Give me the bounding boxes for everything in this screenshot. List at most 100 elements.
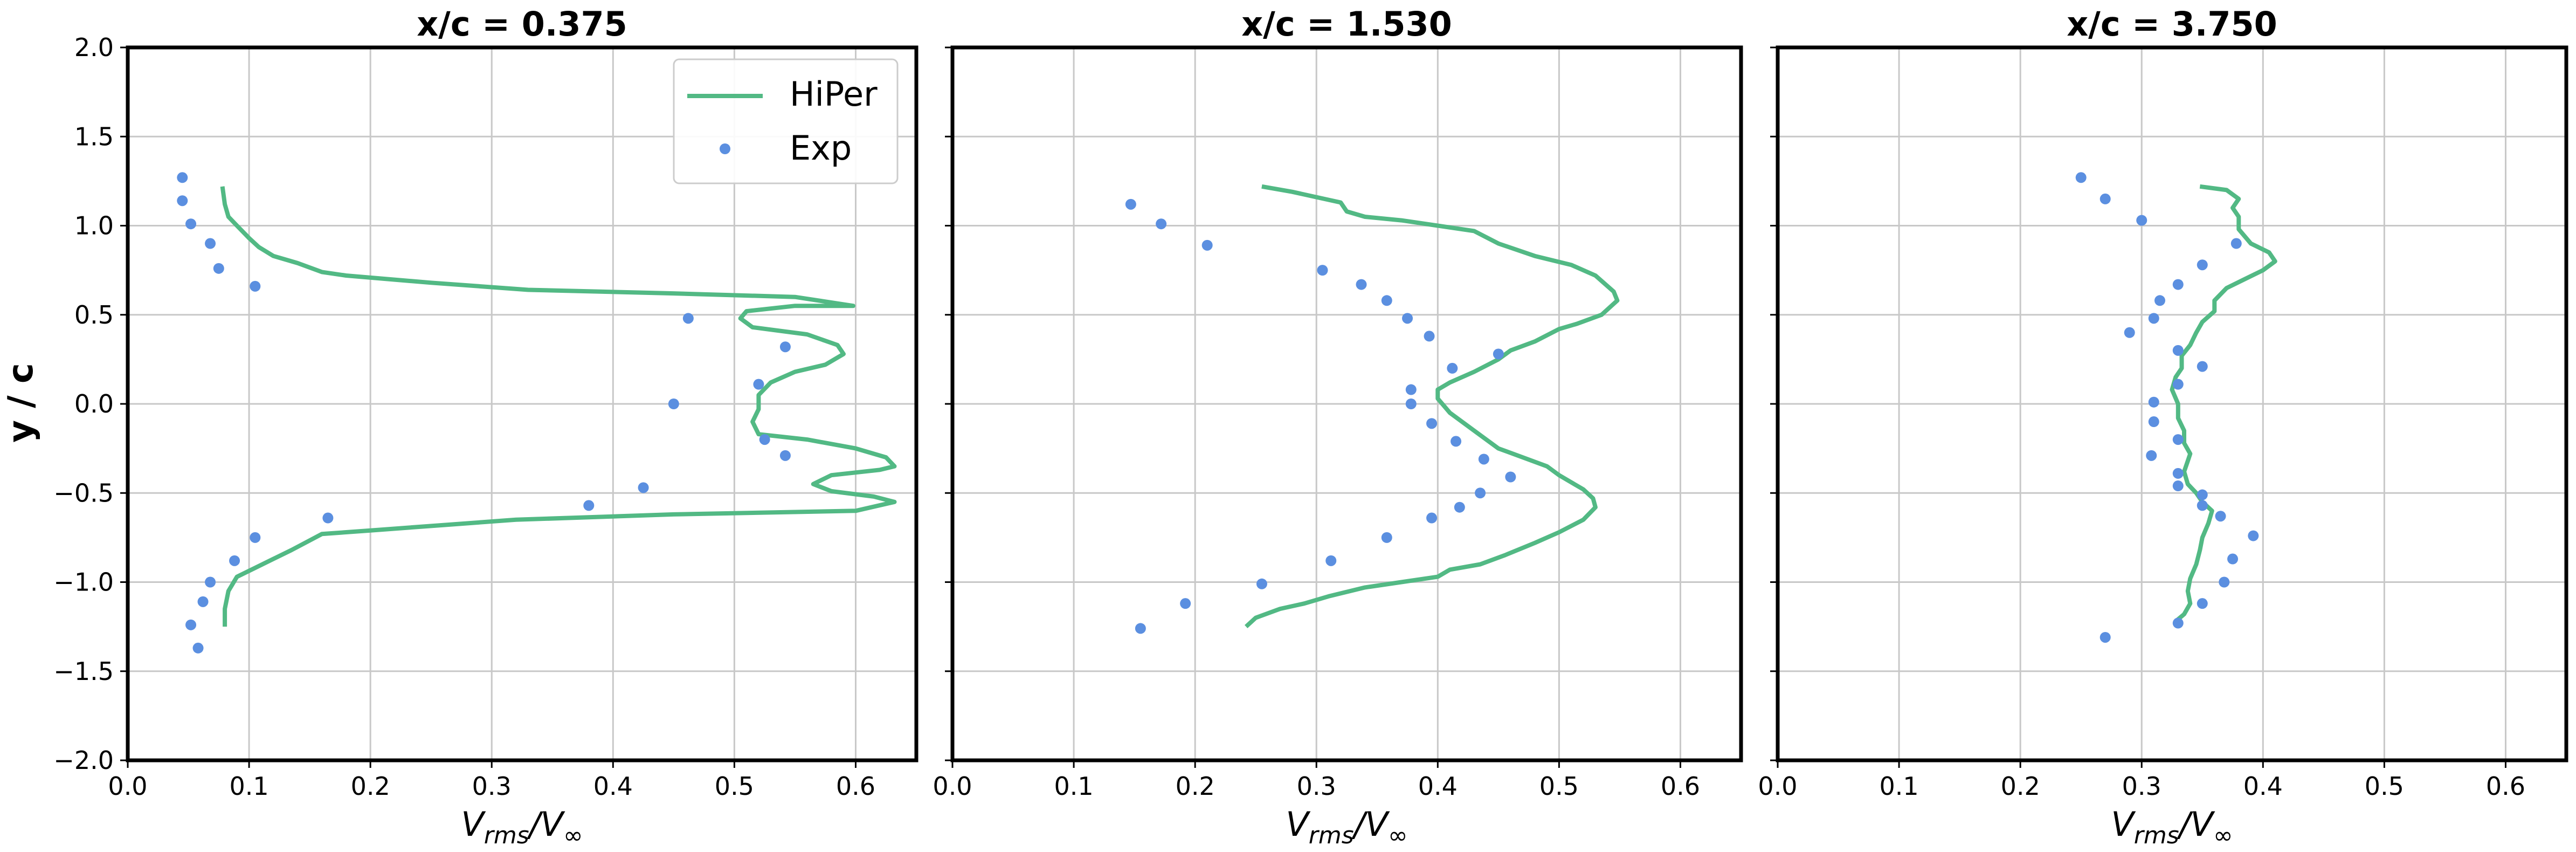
x-tick-label: 0.1 <box>229 772 268 801</box>
x-axis-label: Vrms/V∞ <box>1286 805 1407 849</box>
exp-point <box>2197 598 2208 609</box>
exp-point <box>2172 480 2184 492</box>
y-tick-label: 2.0 <box>74 33 114 62</box>
x-axis-label-part: ∞ <box>563 822 583 849</box>
x-axis-label-part: V <box>461 805 486 844</box>
exp-point <box>2227 553 2239 565</box>
hiper-line <box>1244 184 1620 629</box>
x-tick-label: 0.5 <box>1539 772 1579 801</box>
panel-title: x/c = 0.375 <box>417 4 627 44</box>
exp-point <box>1493 348 1504 360</box>
exp-point <box>1256 578 1267 589</box>
exp-point <box>177 195 188 207</box>
x-tick-label: 0.0 <box>1758 772 1797 801</box>
exp-point <box>2100 193 2111 204</box>
exp-point <box>638 482 649 493</box>
y-tick-label: 1.0 <box>74 211 114 241</box>
exp-point <box>229 555 240 566</box>
x-axis-label-part: rms <box>2134 822 2179 849</box>
exp-point <box>2136 215 2147 226</box>
exp-point <box>2124 327 2135 338</box>
y-tick-label: −2.0 <box>53 746 114 775</box>
hiper-line <box>220 186 897 627</box>
x-tick-label: 0.1 <box>1879 772 1918 801</box>
panel-title: x/c = 1.530 <box>1241 4 1452 44</box>
chart-panel-2: 0.0 0.1 0.2 0.3 0.4 0.5 0.6 x/c = 1.530 Vrms/V∞ <box>933 4 1743 849</box>
legend-box <box>673 58 899 184</box>
exp-point <box>2197 361 2208 372</box>
exp-point <box>2215 511 2226 522</box>
x-tick-label: 0.1 <box>1054 772 1093 801</box>
exp-point <box>1317 265 1328 276</box>
exp-point <box>1135 623 1146 634</box>
exp-point <box>213 263 224 274</box>
exp-point <box>583 500 595 511</box>
exp-point <box>2172 379 2184 390</box>
x-tick-label: 0.4 <box>2243 772 2283 801</box>
exp-point <box>2197 500 2208 511</box>
x-tick-label: 0.4 <box>1418 772 1458 801</box>
exp-point <box>1478 454 1489 465</box>
exp-point <box>1405 384 1417 395</box>
hiper-line <box>2170 184 2277 628</box>
exp-point <box>1424 331 1435 342</box>
x-tick-label: 0.5 <box>2365 772 2404 801</box>
exp-point <box>1325 555 1337 566</box>
exp-point <box>1356 279 1367 290</box>
exp-point <box>250 280 261 292</box>
exp-point <box>1381 532 1392 543</box>
y-tick-label: −1.0 <box>53 568 114 597</box>
x-tick-label: 0.6 <box>1661 772 1700 801</box>
exp-point <box>205 576 216 588</box>
x-tick-label: 0.6 <box>836 772 875 801</box>
legend-point-swatch <box>720 143 730 154</box>
axes-frame <box>950 45 1743 762</box>
exp-point <box>192 642 204 654</box>
x-axis-label: Vrms/V∞ <box>2111 805 2233 849</box>
exp-point <box>185 218 197 230</box>
panel-title: x/c = 3.750 <box>2067 4 2277 44</box>
y-tick-label: 0.5 <box>74 300 114 329</box>
legend-label-exp: Exp <box>790 128 852 168</box>
exp-point <box>2172 468 2184 479</box>
exp-point <box>1426 512 1438 524</box>
exp-point <box>2248 530 2259 541</box>
exp-point <box>322 512 334 524</box>
x-tick-label: 0.0 <box>108 772 147 801</box>
x-tick-label: 0.5 <box>715 772 754 801</box>
x-tick-label: 0.4 <box>593 772 633 801</box>
x-axis-label-part: ∞ <box>2213 822 2233 849</box>
exp-point <box>2172 617 2184 629</box>
axes-frame <box>1776 45 2568 762</box>
exp-point <box>2148 396 2159 408</box>
exp-point <box>185 619 197 630</box>
exp-point <box>1180 598 1191 609</box>
x-tick-label: 0.0 <box>933 772 972 801</box>
x-axis-label-part: rms <box>1309 822 1354 849</box>
exp-point <box>779 341 791 353</box>
x-axis-label-part: /V <box>2177 805 2216 844</box>
x-axis-label-part: V <box>1286 805 1311 844</box>
x-axis-label-part: /V <box>527 805 566 844</box>
x-axis-label-part: rms <box>484 822 529 849</box>
exp-point <box>1505 471 1516 483</box>
exp-point <box>682 313 694 324</box>
chart-panel-3: 0.0 0.1 0.2 0.3 0.4 0.5 0.6 x/c = 3.750 Vrms/V∞ <box>1758 4 2568 849</box>
exp-point <box>2172 345 2184 356</box>
exp-point <box>2172 434 2184 445</box>
y-tick-label: 1.5 <box>74 122 114 151</box>
exp-point <box>1447 362 1458 374</box>
exp-point <box>250 532 261 543</box>
exp-point <box>2230 238 2242 249</box>
exp-point <box>2172 279 2184 290</box>
x-axis-label-part: V <box>2111 805 2136 844</box>
x-axis-label-part: /V <box>1351 805 1391 844</box>
exp-point <box>753 379 764 390</box>
x-tick-label: 0.2 <box>2001 772 2040 801</box>
exp-point <box>1381 295 1392 306</box>
exp-point <box>1454 501 1465 513</box>
exp-point <box>1426 418 1438 429</box>
exp-point <box>1402 313 1413 324</box>
exp-point <box>2219 576 2230 588</box>
